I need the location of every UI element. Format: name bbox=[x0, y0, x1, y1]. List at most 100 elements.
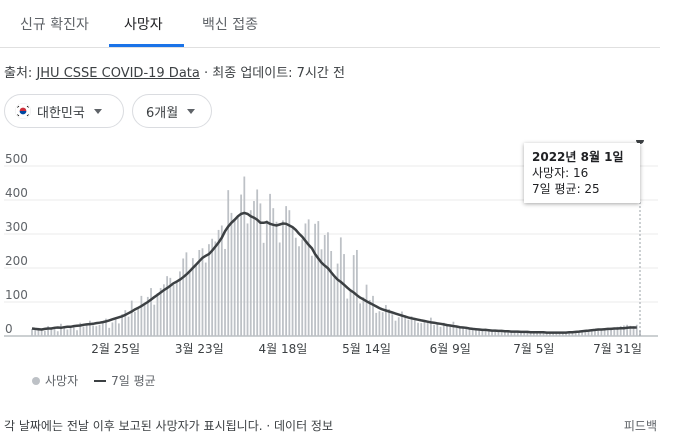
bar bbox=[201, 248, 204, 336]
feedback-link[interactable]: 피드백 bbox=[623, 419, 657, 433]
bar bbox=[555, 332, 558, 336]
bar bbox=[243, 176, 246, 336]
y-tick-label: 400 bbox=[5, 186, 28, 200]
bar bbox=[359, 303, 362, 336]
bar bbox=[269, 193, 271, 336]
bar bbox=[449, 324, 452, 336]
source-separator: · bbox=[199, 66, 213, 81]
bar bbox=[172, 285, 175, 336]
bar bbox=[623, 325, 625, 336]
bar bbox=[259, 203, 262, 336]
active-tab-indicator bbox=[109, 44, 184, 47]
bar bbox=[356, 249, 358, 336]
bar bbox=[285, 206, 288, 336]
legend-deaths: 사망자 bbox=[45, 374, 79, 388]
bar bbox=[561, 332, 564, 336]
bar bbox=[500, 330, 503, 336]
bar bbox=[423, 320, 426, 336]
bar bbox=[368, 299, 371, 336]
bar bbox=[265, 220, 268, 336]
bar bbox=[79, 322, 82, 336]
bar bbox=[34, 330, 37, 336]
bar bbox=[327, 232, 329, 336]
bar bbox=[458, 326, 461, 336]
bar bbox=[127, 316, 130, 336]
tab-new-cases[interactable]: 신규 확진자 bbox=[20, 17, 89, 33]
period-select[interactable]: 6개월 bbox=[132, 94, 212, 128]
bar bbox=[134, 311, 136, 336]
bar bbox=[442, 322, 445, 336]
bar bbox=[60, 323, 62, 336]
legend-average: 7일 평균 bbox=[111, 374, 156, 388]
chart-legend: 사망자 7일 평균 bbox=[32, 372, 156, 389]
tab-deaths[interactable]: 사망자 bbox=[124, 17, 163, 33]
x-tick-label: 2월 25일 bbox=[91, 342, 140, 356]
bar bbox=[394, 320, 397, 336]
bar bbox=[539, 331, 542, 336]
bar bbox=[47, 326, 49, 336]
bar bbox=[455, 327, 458, 336]
bar bbox=[565, 332, 567, 336]
bar bbox=[516, 332, 519, 336]
bar bbox=[50, 328, 53, 336]
bar bbox=[481, 328, 484, 336]
bar bbox=[349, 290, 352, 336]
x-tick-label: 7월 5일 bbox=[513, 342, 554, 356]
bar bbox=[198, 249, 201, 336]
bar bbox=[639, 330, 641, 336]
bar bbox=[69, 325, 72, 336]
bar bbox=[616, 326, 619, 336]
bar bbox=[600, 328, 603, 336]
bar bbox=[233, 219, 236, 336]
bar bbox=[584, 330, 587, 336]
tab-vaccinations[interactable]: 백신 접종 bbox=[202, 17, 258, 33]
bar bbox=[37, 327, 40, 336]
bar bbox=[381, 312, 384, 336]
bar bbox=[256, 189, 259, 336]
bar bbox=[282, 220, 284, 336]
bar bbox=[85, 324, 88, 336]
bar bbox=[378, 311, 381, 336]
bar bbox=[462, 328, 464, 336]
bar bbox=[105, 318, 107, 336]
bar bbox=[246, 223, 249, 336]
bar bbox=[220, 225, 223, 336]
bar bbox=[175, 280, 178, 336]
bar bbox=[275, 221, 278, 336]
bar bbox=[491, 329, 493, 336]
bar bbox=[532, 331, 535, 336]
bar bbox=[468, 328, 471, 336]
bar bbox=[446, 323, 448, 336]
data-info-link[interactable]: 데이터 정보 bbox=[274, 419, 334, 433]
bar bbox=[294, 237, 297, 336]
bar bbox=[163, 284, 165, 336]
chevron-down-icon bbox=[93, 108, 102, 114]
bar bbox=[552, 331, 555, 336]
bar bbox=[433, 324, 436, 336]
bar bbox=[82, 326, 85, 336]
bar bbox=[413, 320, 416, 336]
bar bbox=[568, 332, 571, 336]
line-legend-swatch bbox=[94, 379, 107, 382]
y-tick-label: 200 bbox=[5, 254, 28, 268]
footer-separator: · bbox=[262, 419, 274, 433]
bar bbox=[507, 330, 509, 336]
y-tick-label: 0 bbox=[5, 322, 13, 336]
x-tick-label: 5월 14일 bbox=[342, 342, 391, 356]
bar bbox=[558, 332, 561, 336]
bar-series bbox=[31, 176, 641, 336]
deaths-chart[interactable]: 0 100 200 300 400 500 2월 25일 3월 23일 4월 18일 5월 14… bbox=[0, 140, 695, 370]
bar bbox=[143, 302, 146, 336]
bar bbox=[487, 329, 490, 336]
bar bbox=[510, 330, 513, 336]
bar bbox=[581, 331, 583, 336]
bar bbox=[304, 223, 307, 336]
country-select[interactable]: 대한민국 bbox=[4, 94, 124, 128]
bar bbox=[121, 314, 123, 336]
bar bbox=[545, 332, 548, 336]
source-link[interactable]: JHU CSSE COVID-19 Data bbox=[36, 66, 200, 81]
chevron-down-icon bbox=[187, 108, 196, 114]
bar bbox=[89, 320, 91, 336]
bar bbox=[484, 328, 487, 336]
bar bbox=[343, 254, 345, 336]
